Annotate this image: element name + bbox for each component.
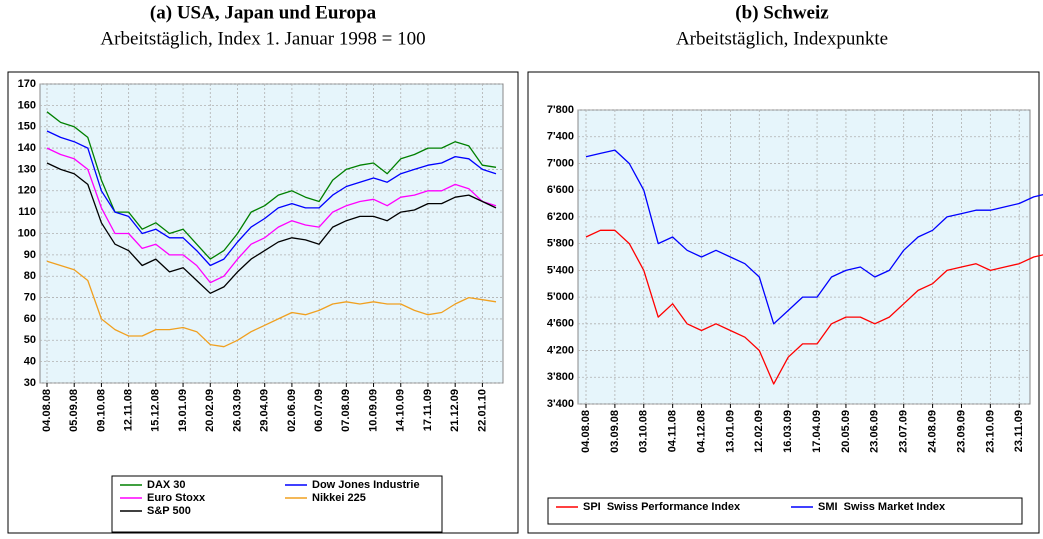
chart-title: (a) USA, Japan und Europa xyxy=(150,2,377,23)
legend-box xyxy=(111,475,443,533)
x-tick-label: 05.09.08 xyxy=(68,389,80,432)
series-line xyxy=(46,162,497,294)
x-tick-label: 10.09.09 xyxy=(367,389,379,432)
y-tick-label: 6'200 xyxy=(547,211,574,223)
x-tick-label: 04.12.08 xyxy=(695,410,707,453)
x-tick-label: 12.02.09 xyxy=(753,410,765,453)
x-tick-label: 17.11.09 xyxy=(422,389,434,431)
legend-box xyxy=(547,497,1023,525)
plot-area xyxy=(577,109,1031,405)
x-tick-label: 21.12.09 xyxy=(449,389,461,432)
x-tick-label: 04.11.08 xyxy=(667,410,679,452)
legend-label: Dow Jones Industrie xyxy=(312,479,420,491)
x-tick-label: 17.04.09 xyxy=(811,410,823,453)
y-tick-label: 30 xyxy=(24,377,36,389)
legend-label: Euro Stoxx xyxy=(147,492,206,504)
x-tick-label: 23.07.09 xyxy=(898,410,910,453)
x-tick-label: 14.10.09 xyxy=(395,389,407,432)
x-tick-label: 23.09.09 xyxy=(955,410,967,453)
y-tick-label: 4'200 xyxy=(547,344,574,356)
series-line xyxy=(585,229,1043,385)
y-tick-label: 150 xyxy=(18,121,36,133)
y-tick-label: 100 xyxy=(18,227,36,239)
x-tick-label: 29.04.09 xyxy=(259,389,271,432)
x-tick-label: 19.01.09 xyxy=(177,389,189,432)
x-tick-label: 09.10.08 xyxy=(95,389,107,432)
x-tick-label: 03.10.08 xyxy=(638,410,650,453)
chart-title: (b) Schweiz xyxy=(735,2,829,23)
y-tick-label: 120 xyxy=(18,185,36,197)
x-tick-label: 22.01.10 xyxy=(476,389,488,432)
y-tick-label: 40 xyxy=(24,356,36,368)
legend-label: SPI Swiss Performance Index xyxy=(583,501,741,513)
legend-label: SMI Swiss Market Index xyxy=(818,501,946,513)
x-tick-label: 04.08.08 xyxy=(580,410,592,453)
y-tick-label: 5'400 xyxy=(547,264,574,276)
x-tick-label: 24.08.09 xyxy=(927,410,939,453)
x-tick-label: 20.02.09 xyxy=(204,389,216,432)
y-tick-label: 80 xyxy=(24,270,36,282)
y-tick-label: 5'800 xyxy=(547,238,574,250)
y-tick-label: 4'600 xyxy=(547,318,574,330)
y-tick-label: 130 xyxy=(18,163,36,175)
y-tick-label: 60 xyxy=(24,313,36,325)
legend-label: Nikkei 225 xyxy=(312,492,366,504)
x-tick-label: 07.08.09 xyxy=(340,389,352,432)
y-tick-label: 170 xyxy=(18,78,36,90)
series-line xyxy=(46,260,497,348)
x-tick-label: 23.10.09 xyxy=(984,410,996,453)
x-tick-label: 26.03.09 xyxy=(231,389,243,432)
y-tick-label: 110 xyxy=(18,206,36,218)
y-tick-label: 5'000 xyxy=(547,291,574,303)
x-tick-label: 06.07.09 xyxy=(313,389,325,432)
legend-label: DAX 30 xyxy=(147,479,186,491)
chart-subtitle: Arbeitstäglich, Index 1. Januar 1998 = 1… xyxy=(100,28,425,49)
x-tick-label: 16.03.09 xyxy=(782,410,794,453)
series-line xyxy=(585,149,1043,325)
x-tick-label: 04.08.08 xyxy=(41,389,53,432)
x-tick-label: 23.06.09 xyxy=(869,410,881,453)
x-tick-label: 12.11.08 xyxy=(123,389,135,431)
y-tick-label: 7'000 xyxy=(547,157,574,169)
series-line xyxy=(46,147,497,284)
y-tick-label: 90 xyxy=(24,249,36,261)
y-tick-label: 7'800 xyxy=(547,104,574,116)
y-tick-label: 140 xyxy=(18,142,36,154)
x-tick-label: 02.06.09 xyxy=(286,389,298,432)
series-line xyxy=(46,130,497,267)
x-tick-label: 23.11.09 xyxy=(1013,410,1025,452)
chart-subtitle: Arbeitstäglich, Indexpunkte xyxy=(676,28,888,49)
legend-label: S&P 500 xyxy=(147,505,191,517)
series-line xyxy=(46,111,497,260)
y-tick-label: 3'800 xyxy=(547,371,574,383)
x-tick-label: 20.05.09 xyxy=(840,410,852,453)
y-tick-label: 160 xyxy=(18,99,36,111)
y-tick-label: 6'600 xyxy=(547,184,574,196)
x-tick-label: 03.09.08 xyxy=(609,410,621,453)
y-tick-label: 70 xyxy=(24,291,36,303)
y-tick-label: 50 xyxy=(24,334,36,346)
y-tick-label: 7'400 xyxy=(547,131,574,143)
x-tick-label: 13.01.09 xyxy=(724,410,736,453)
y-tick-label: 3'400 xyxy=(547,398,574,410)
x-tick-label: 15.12.08 xyxy=(150,389,162,432)
